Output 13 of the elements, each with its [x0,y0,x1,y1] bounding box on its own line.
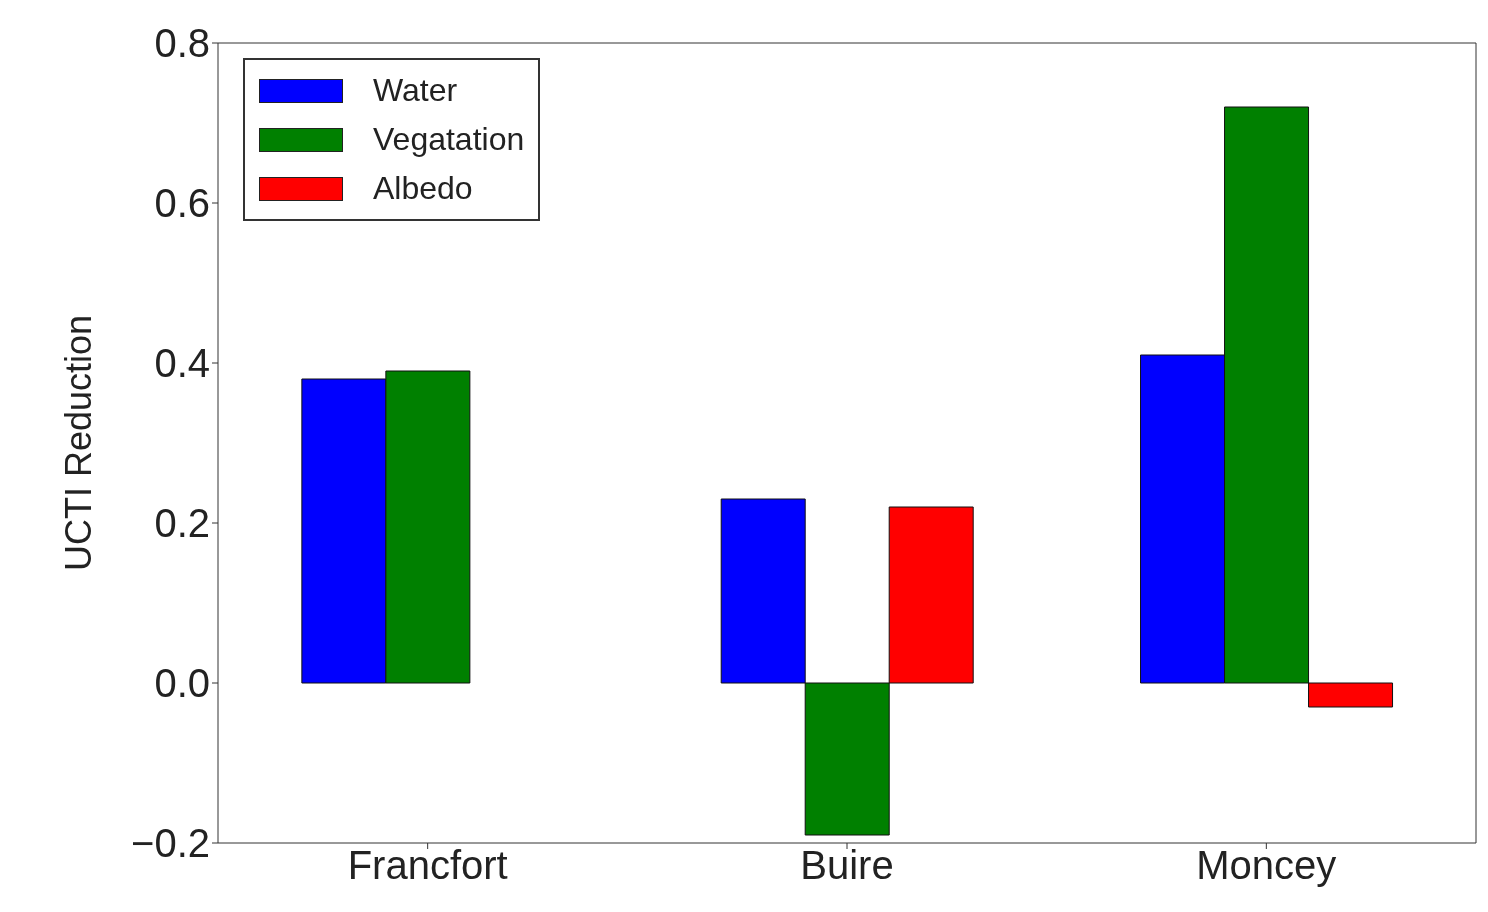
y-tick-label: 0.0 [154,661,210,706]
y-tick-label: 0.8 [154,21,210,66]
legend-label: Albedo [373,170,473,207]
x-tick-label: Buire [800,843,894,888]
legend-label: Water [373,72,458,109]
y-tick-label: −0.2 [131,821,210,866]
legend-label: Vegatation [373,121,525,158]
x-tick-label: Francfort [347,843,508,888]
y-tick-label: 0.4 [154,341,210,386]
y-tick-label: 0.6 [154,181,210,226]
y-tick-label: 0.2 [154,501,210,546]
y-axis-title: UCTI Reduction [57,314,99,572]
x-tick-label: Moncey [1196,843,1337,888]
